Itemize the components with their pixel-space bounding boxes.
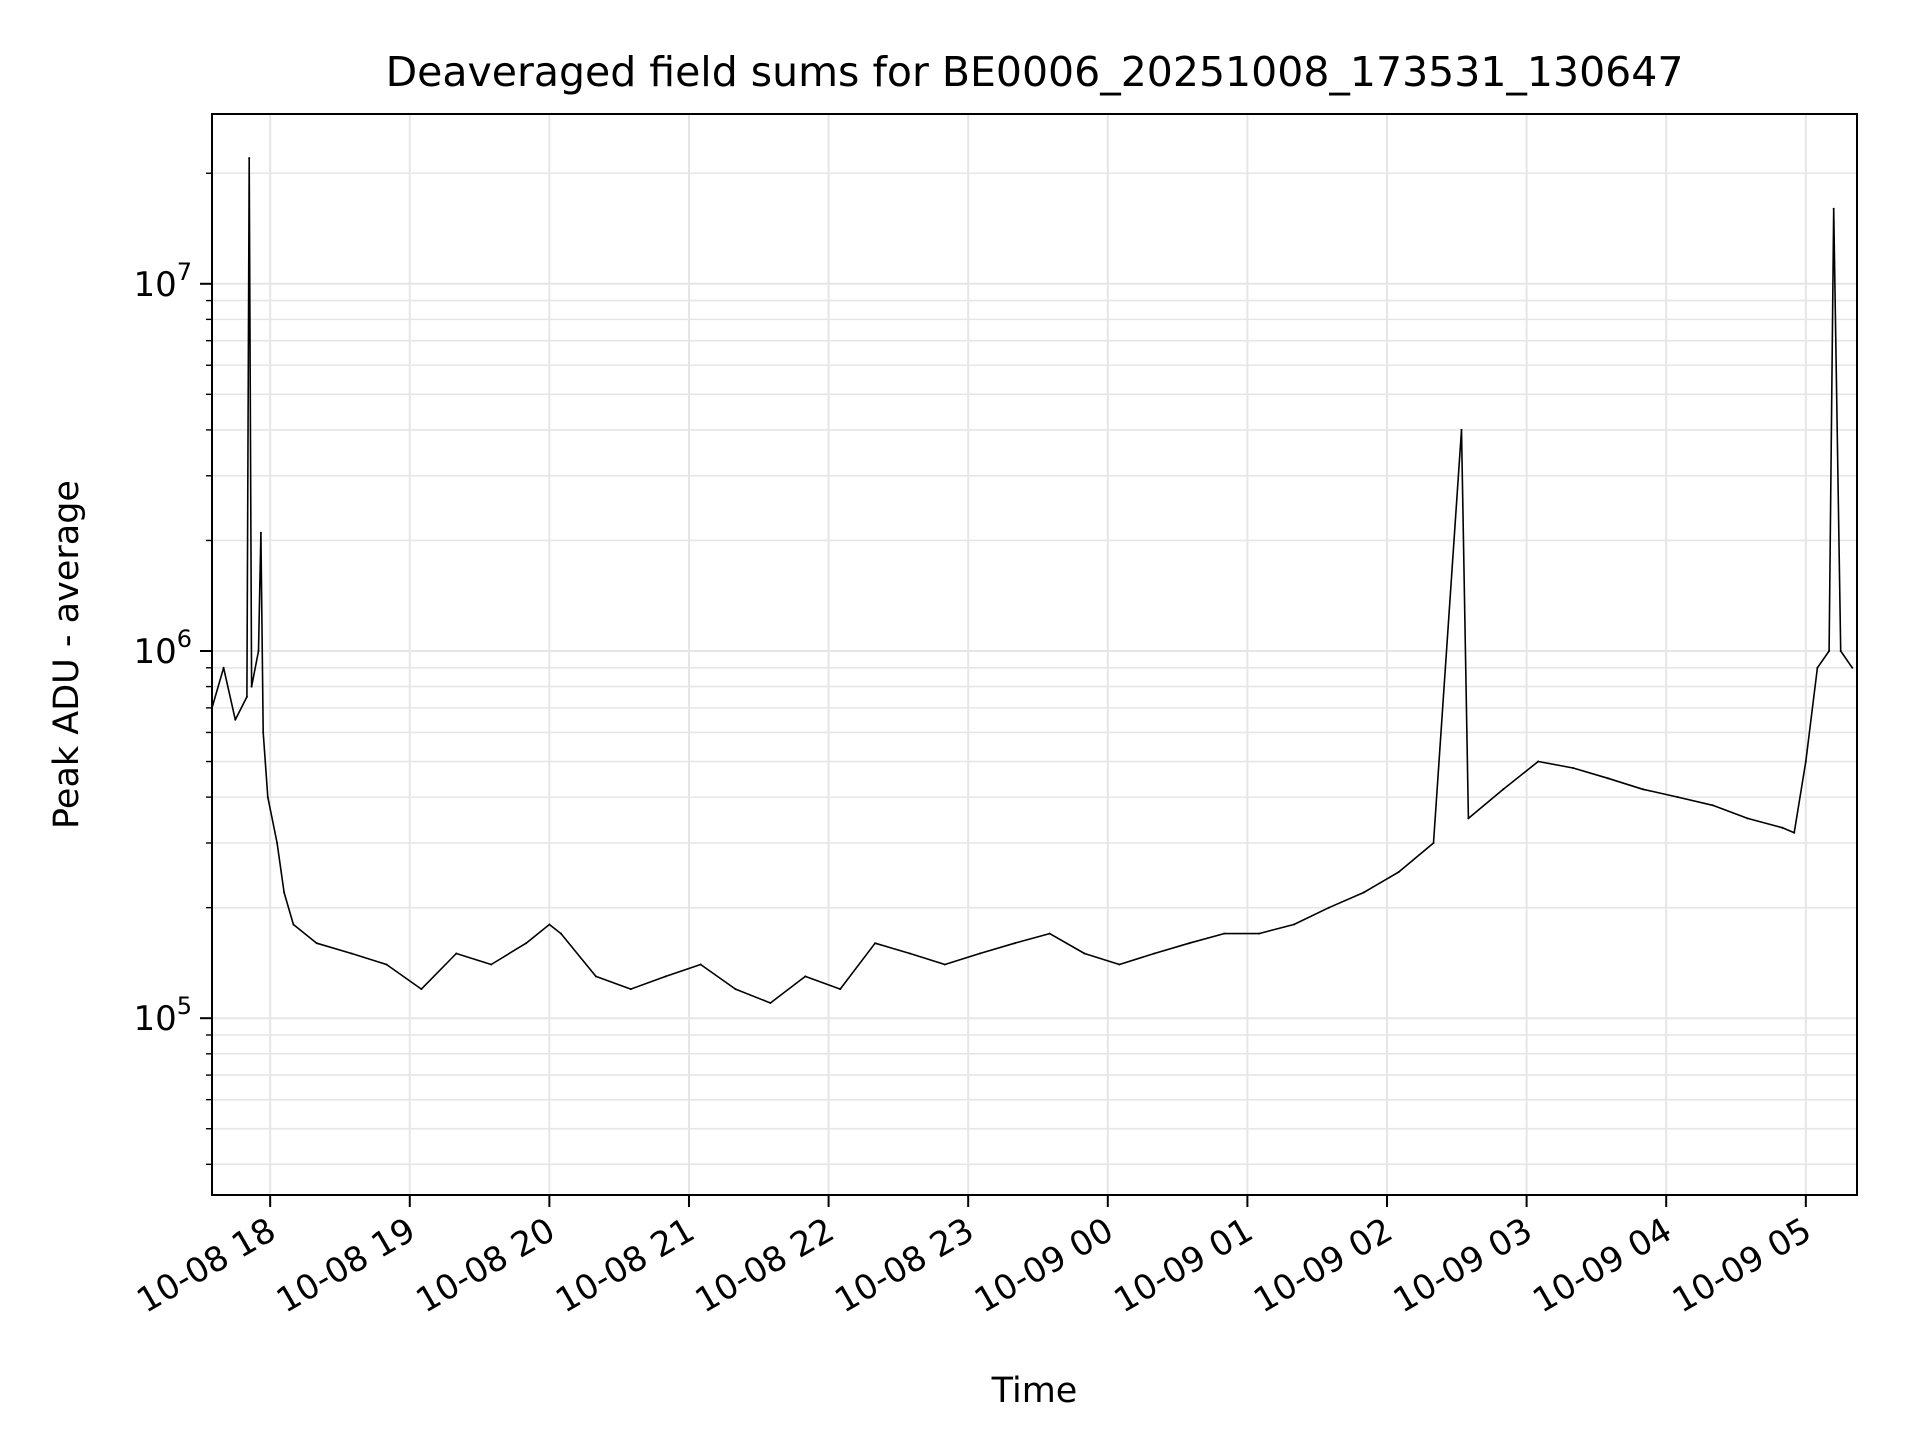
grid-layer bbox=[212, 114, 1857, 1195]
data-point bbox=[1048, 932, 1051, 935]
x-tick-label: 10-09 02 bbox=[1247, 1210, 1399, 1321]
data-point bbox=[1502, 788, 1505, 791]
data-point bbox=[734, 988, 737, 991]
y-tick-exponent: 5 bbox=[177, 992, 192, 1020]
data-point bbox=[1641, 788, 1644, 791]
data-point bbox=[629, 988, 632, 991]
y-tick-label: 107 bbox=[133, 258, 192, 305]
y-tick-label: 105 bbox=[133, 992, 192, 1039]
x-tick-label: 10-09 01 bbox=[1108, 1210, 1260, 1321]
data-point bbox=[1467, 817, 1470, 820]
data-point bbox=[1711, 804, 1714, 807]
data-point bbox=[1781, 826, 1784, 829]
data-point bbox=[1013, 942, 1016, 945]
data-point bbox=[943, 963, 946, 966]
y-tick-exponent: 6 bbox=[177, 625, 192, 653]
data-point bbox=[1804, 760, 1807, 763]
data-point bbox=[1537, 760, 1540, 763]
x-tick-label: 10-08 21 bbox=[549, 1210, 701, 1321]
data-point bbox=[1362, 891, 1365, 894]
data-point bbox=[490, 963, 493, 966]
data-point bbox=[234, 718, 237, 721]
x-tick-label: 10-08 18 bbox=[130, 1210, 282, 1321]
data-layer bbox=[212, 157, 1854, 1004]
data-point bbox=[350, 952, 353, 955]
y-tick-base: 10 bbox=[133, 632, 176, 672]
data-point bbox=[1258, 932, 1260, 935]
data-point bbox=[978, 952, 981, 955]
data-point bbox=[525, 942, 528, 945]
y-axis-label: Peak ADU - average bbox=[47, 480, 87, 829]
data-point bbox=[292, 923, 295, 926]
data-point bbox=[1607, 777, 1609, 780]
x-tick-label: 10-09 00 bbox=[968, 1210, 1120, 1321]
data-point bbox=[664, 975, 667, 978]
x-axis-label: Time bbox=[991, 1371, 1078, 1411]
x-tick-label: 10-08 23 bbox=[828, 1210, 980, 1321]
data-point bbox=[1572, 767, 1575, 769]
data-point bbox=[222, 666, 225, 669]
data-point bbox=[1851, 666, 1854, 669]
data-point bbox=[1118, 963, 1121, 966]
data-point bbox=[839, 988, 842, 991]
data-point bbox=[250, 685, 253, 688]
x-tick-label: 10-09 04 bbox=[1526, 1210, 1678, 1321]
data-point bbox=[315, 942, 318, 945]
data-point bbox=[1676, 796, 1679, 799]
data-point bbox=[1816, 666, 1819, 669]
data-point bbox=[1397, 871, 1400, 874]
x-tick-label: 10-09 03 bbox=[1387, 1210, 1539, 1321]
data-point bbox=[420, 988, 423, 991]
y-tick-base: 10 bbox=[133, 999, 176, 1039]
data-point bbox=[245, 695, 248, 698]
y-tick-base: 10 bbox=[133, 265, 176, 305]
data-point bbox=[283, 891, 286, 894]
data-point bbox=[259, 531, 262, 534]
y-tick-exponent: 7 bbox=[177, 258, 192, 286]
plot-frame bbox=[211, 113, 1858, 1196]
data-point bbox=[1746, 817, 1749, 820]
data-point bbox=[455, 952, 458, 955]
data-point bbox=[1153, 952, 1156, 955]
data-point bbox=[560, 932, 562, 935]
data-point bbox=[276, 842, 279, 844]
x-tick-label: 10-08 19 bbox=[270, 1210, 422, 1321]
data-point bbox=[1432, 842, 1435, 844]
data-point bbox=[385, 963, 388, 966]
data-point bbox=[1460, 428, 1463, 431]
data-point bbox=[1327, 906, 1330, 909]
data-point bbox=[1083, 952, 1086, 955]
x-tick-label: 10-09 05 bbox=[1666, 1210, 1818, 1321]
x-tick-label: 10-08 22 bbox=[689, 1210, 841, 1321]
data-point bbox=[594, 975, 597, 978]
x-tick-label: 10-08 20 bbox=[409, 1210, 561, 1321]
data-point bbox=[266, 796, 269, 799]
data-point bbox=[1832, 207, 1835, 210]
data-point bbox=[804, 975, 807, 978]
data-point bbox=[1223, 932, 1226, 935]
data-point bbox=[1188, 942, 1191, 945]
data-point bbox=[1292, 923, 1295, 926]
data-point bbox=[699, 963, 702, 966]
data-point bbox=[248, 157, 251, 160]
y-tick-label: 106 bbox=[133, 625, 192, 672]
data-point bbox=[262, 731, 265, 734]
series-line bbox=[212, 157, 1853, 1004]
data-point bbox=[1839, 650, 1842, 652]
data-point bbox=[1793, 831, 1796, 834]
data-point bbox=[257, 650, 260, 652]
data-point bbox=[874, 942, 877, 945]
chart-title: Deaveraged field sums for BE0006_2025100… bbox=[386, 48, 1684, 96]
data-point bbox=[1828, 650, 1831, 652]
data-point bbox=[548, 923, 551, 926]
data-point bbox=[909, 952, 911, 955]
data-point bbox=[769, 1002, 772, 1004]
